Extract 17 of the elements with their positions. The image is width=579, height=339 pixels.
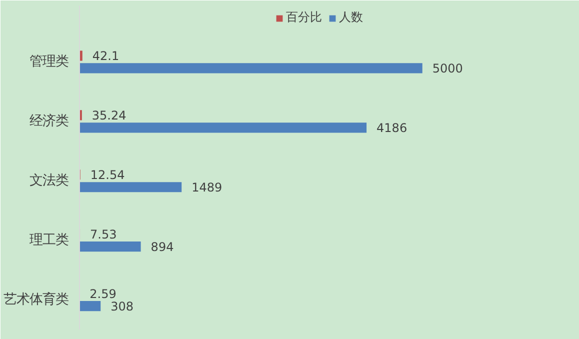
data-label: 35.24 — [92, 108, 126, 123]
y-tick-label: 文法类 — [30, 173, 68, 188]
y-tick-label: 艺术体育类 — [4, 291, 68, 308]
legend-label: 百分比 — [286, 9, 322, 26]
data-label: 5000 — [432, 62, 463, 76]
legend-label: 人数 — [339, 9, 363, 26]
y-tick-label: 理工类 — [30, 232, 68, 248]
data-label: 894 — [150, 240, 174, 254]
data-label: 7.53 — [90, 228, 117, 242]
data-label: 2.59 — [90, 287, 116, 302]
data-label: 42.1 — [92, 49, 120, 64]
y-tick-label: 经济类 — [30, 114, 68, 129]
data-label: 4186 — [376, 121, 408, 136]
data-label: 12.54 — [90, 168, 125, 182]
data-label: 1489 — [192, 180, 222, 195]
data-label: 308 — [110, 300, 134, 314]
y-tick-label: 管理类 — [30, 54, 68, 70]
